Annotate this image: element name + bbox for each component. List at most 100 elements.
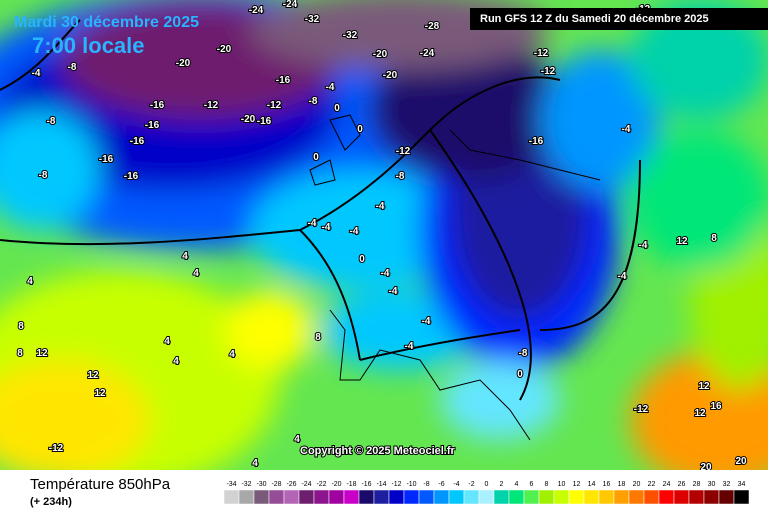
map-label: -8	[47, 116, 56, 127]
legend-label: -4	[453, 481, 459, 488]
legend-label: -30	[256, 481, 266, 488]
legend-label: 20	[633, 481, 641, 488]
map-label: 0	[517, 369, 523, 380]
legend-label: -12	[391, 481, 401, 488]
legend-swatch	[688, 489, 705, 505]
legend-swatch	[418, 489, 435, 505]
map-label: 12	[36, 348, 48, 359]
map-label: 8	[18, 321, 24, 332]
map-label: 4	[252, 458, 258, 469]
map-label: -12	[49, 443, 64, 454]
map-label: -16	[276, 75, 291, 86]
map-label: -20	[176, 58, 191, 69]
map-label: 0	[313, 152, 319, 163]
legend-label: 26	[678, 481, 686, 488]
date: Mardi 30 décembre 2025	[14, 14, 199, 31]
legend-swatch	[493, 489, 510, 505]
legend-label: 16	[603, 481, 611, 488]
legend-swatch	[583, 489, 600, 505]
map-label: -8	[309, 96, 318, 107]
map-label: -12	[541, 66, 556, 77]
legend-label: 2	[500, 481, 504, 488]
legend-label: -22	[316, 481, 326, 488]
legend-label: -6	[438, 481, 444, 488]
legend-label: 8	[545, 481, 549, 488]
map-label: -4	[405, 341, 414, 352]
legend-swatch	[433, 489, 450, 505]
legend-swatch	[628, 489, 645, 505]
legend-swatch	[508, 489, 525, 505]
legend-swatch	[718, 489, 735, 505]
map-label: -24	[420, 48, 435, 59]
map-label: 12	[698, 381, 710, 392]
legend-label: -8	[423, 481, 429, 488]
map-label: -16	[529, 136, 544, 147]
legend-swatch	[643, 489, 660, 505]
map-label: -4	[376, 201, 385, 212]
legend-swatch	[673, 489, 690, 505]
map-label: -12	[204, 100, 219, 111]
map-label: 4	[164, 336, 170, 347]
map-label: -12	[396, 146, 411, 157]
map-label: 20	[700, 462, 712, 473]
map-label: -12	[634, 404, 649, 415]
legend-swatch	[553, 489, 570, 505]
map-label: -12	[267, 100, 282, 111]
legend-label: -16	[361, 481, 371, 488]
legend-label: 34	[738, 481, 746, 488]
legend-label: 24	[663, 481, 671, 488]
map-label: 12	[94, 388, 106, 399]
legend-label: 18	[618, 481, 626, 488]
map-label: -16	[130, 136, 145, 147]
map-label: -8	[519, 348, 528, 359]
legend-swatch	[268, 489, 285, 505]
legend-label: 32	[723, 481, 731, 488]
legend-label: -26	[286, 481, 296, 488]
legend-label: 28	[693, 481, 701, 488]
legend-label: -34	[226, 481, 236, 488]
map-label: 4	[294, 434, 300, 445]
legend-swatch	[658, 489, 675, 505]
run-text: Run GFS 12 Z du Samedi 20 décembre 2025	[480, 13, 709, 25]
legend-swatch	[223, 489, 240, 505]
legend-swatch	[403, 489, 420, 505]
map-label: -4	[622, 124, 631, 135]
map-label: -32	[343, 30, 358, 41]
legend-swatch	[703, 489, 720, 505]
legend-swatch	[523, 489, 540, 505]
map-label: 4	[173, 356, 179, 367]
legend-label: 22	[648, 481, 656, 488]
map-label: -28	[425, 21, 440, 32]
map-label: -4	[350, 226, 359, 237]
legend-swatch	[373, 489, 390, 505]
legend-label: -24	[301, 481, 311, 488]
map-label: -16	[257, 116, 272, 127]
legend-label: -2	[468, 481, 474, 488]
map-label: 4	[27, 276, 33, 287]
legend-swatch	[388, 489, 405, 505]
map-label: -4	[322, 222, 331, 233]
legend-swatch	[733, 489, 750, 505]
map-label: 12	[676, 236, 688, 247]
legend-label: -18	[346, 481, 356, 488]
contour	[0, 19, 641, 401]
legend-swatch	[328, 489, 345, 505]
map-label: 4	[182, 251, 188, 262]
map-label: 8	[17, 348, 23, 359]
map-label: -4	[618, 271, 627, 282]
legend-label: -14	[376, 481, 386, 488]
map-label: 0	[359, 254, 365, 265]
map-label: -24	[283, 0, 298, 10]
legend-swatch	[463, 489, 480, 505]
map-label: -8	[68, 62, 77, 73]
map-label: -4	[639, 240, 648, 251]
map-label: 4	[229, 349, 235, 360]
legend-label: 10	[558, 481, 566, 488]
map-label: 12	[694, 408, 706, 419]
legend-label: 4	[515, 481, 519, 488]
map-label: 8	[711, 233, 717, 244]
legend-swatch	[313, 489, 330, 505]
map-label: 12	[87, 370, 99, 381]
map-label: 4	[193, 268, 199, 279]
